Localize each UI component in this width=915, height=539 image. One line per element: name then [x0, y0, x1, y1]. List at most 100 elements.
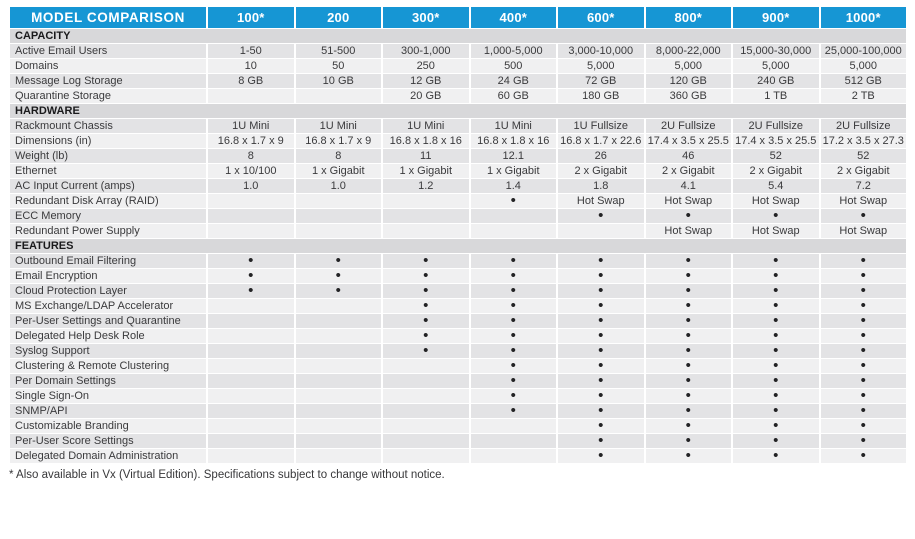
column-header-100: 100*	[208, 7, 294, 28]
row-label: Dimensions (in)	[10, 134, 206, 148]
table-cell	[295, 209, 381, 223]
feature-dot-cell: •	[820, 269, 906, 283]
table-cell	[383, 419, 469, 433]
feature-dot-cell: •	[733, 344, 819, 358]
model-comparison-table: MODEL COMPARISON 100* 200 300* 400* 600* 800*…	[8, 6, 908, 464]
table-cell: 15,000-30,000	[733, 44, 819, 58]
feature-dot-cell: •	[208, 284, 294, 298]
table-cell	[208, 329, 294, 343]
feature-dot-cell: •	[733, 374, 819, 388]
table-cell: 16.8 x 1.8 x 16	[470, 134, 556, 148]
feature-dot-cell: •	[733, 284, 819, 298]
table-row: Per-User Settings and Quarantine • • • • • •	[10, 314, 906, 328]
feature-dot-cell: •	[470, 374, 556, 388]
table-row: MS Exchange/LDAP Accelerator • • • • • •	[10, 299, 906, 313]
table-row: Dimensions (in) 16.8 x 1.7 x 9 16.8 x 1.7 …	[10, 134, 906, 148]
table-cell: 24 GB	[470, 74, 556, 88]
row-label: Email Encryption	[10, 269, 206, 283]
feature-dot-cell: •	[820, 329, 906, 343]
table-header-row: MODEL COMPARISON 100* 200 300* 400* 600* 800*…	[10, 7, 906, 28]
feature-dot-cell: •	[733, 314, 819, 328]
table-row: Delegated Help Desk Role • • • • • •	[10, 329, 906, 343]
row-label: Rackmount Chassis	[10, 119, 206, 133]
table-cell: 17.4 x 3.5 x 25.5	[733, 134, 819, 148]
column-header-300: 300*	[383, 7, 469, 28]
table-cell: 1U Mini	[470, 119, 556, 133]
feature-dot-cell: •	[558, 284, 644, 298]
row-label: Delegated Help Desk Role	[10, 329, 206, 343]
table-cell	[295, 389, 381, 403]
feature-dot-cell: •	[558, 209, 644, 223]
table-cell: 4.1	[645, 179, 731, 193]
feature-dot-cell: •	[820, 419, 906, 433]
row-label: MS Exchange/LDAP Accelerator	[10, 299, 206, 313]
feature-dot-cell: •	[558, 434, 644, 448]
feature-dot-cell: •	[820, 299, 906, 313]
section-header: FEATURES	[10, 239, 906, 253]
table-cell	[383, 374, 469, 388]
table-cell: 2U Fullsize	[733, 119, 819, 133]
table-cell: 8 GB	[208, 74, 294, 88]
table-cell: 25,000-100,000	[820, 44, 906, 58]
feature-dot-cell: •	[470, 344, 556, 358]
table-cell: 512 GB	[820, 74, 906, 88]
feature-dot-cell: •	[558, 314, 644, 328]
table-cell	[295, 89, 381, 103]
feature-dot-cell: •	[820, 209, 906, 223]
feature-dot-cell: •	[645, 314, 731, 328]
table-row: Redundant Disk Array (RAID) • Hot Swap Hot …	[10, 194, 906, 208]
table-cell: 5,000	[558, 59, 644, 73]
feature-dot-cell: •	[820, 389, 906, 403]
table-cell	[383, 224, 469, 238]
column-header-200: 200	[295, 7, 381, 28]
feature-dot-cell: •	[733, 359, 819, 373]
table-cell: 2U Fullsize	[820, 119, 906, 133]
feature-dot-cell: •	[470, 299, 556, 313]
table-cell	[383, 209, 469, 223]
table-cell: 120 GB	[645, 74, 731, 88]
table-cell	[295, 224, 381, 238]
table-row: Syslog Support • • • • • •	[10, 344, 906, 358]
table-cell: 1 x Gigabit	[470, 164, 556, 178]
table-cell	[470, 209, 556, 223]
table-cell: 2U Fullsize	[645, 119, 731, 133]
feature-dot-cell: •	[820, 404, 906, 418]
section-header-row: FEATURES	[10, 239, 906, 253]
table-cell: 17.4 x 3.5 x 25.5	[645, 134, 731, 148]
table-cell: Hot Swap	[733, 194, 819, 208]
feature-dot-cell: •	[733, 329, 819, 343]
table-cell: 20 GB	[383, 89, 469, 103]
table-cell: Hot Swap	[645, 194, 731, 208]
table-cell: 8,000-22,000	[645, 44, 731, 58]
table-cell: 2 x Gigabit	[558, 164, 644, 178]
feature-dot-cell: •	[820, 284, 906, 298]
table-row: Rackmount Chassis 1U Mini 1U Mini 1U Mini 1U…	[10, 119, 906, 133]
table-cell: 8	[295, 149, 381, 163]
table-cell: 50	[295, 59, 381, 73]
feature-dot-cell: •	[820, 344, 906, 358]
table-cell: 250	[383, 59, 469, 73]
feature-dot-cell: •	[645, 329, 731, 343]
section-header-row: CAPACITY	[10, 29, 906, 43]
feature-dot-cell: •	[208, 269, 294, 283]
feature-dot-cell: •	[295, 269, 381, 283]
table-cell: Hot Swap	[820, 224, 906, 238]
section-header: HARDWARE	[10, 104, 906, 118]
row-label: Syslog Support	[10, 344, 206, 358]
table-cell	[208, 359, 294, 373]
table-row: Active Email Users 1-50 51-500 300-1,000 1,0…	[10, 44, 906, 58]
feature-dot-cell: •	[820, 449, 906, 463]
table-title: MODEL COMPARISON	[10, 7, 206, 28]
table-row: Per-User Score Settings • • • •	[10, 434, 906, 448]
table-row: Redundant Power Supply Hot Swap Hot Swap Ho…	[10, 224, 906, 238]
feature-dot-cell: •	[733, 209, 819, 223]
table-cell	[295, 299, 381, 313]
table-cell: 1-50	[208, 44, 294, 58]
table-cell: 1 x Gigabit	[295, 164, 381, 178]
feature-dot-cell: •	[470, 404, 556, 418]
table-cell: 1.8	[558, 179, 644, 193]
row-label: Cloud Protection Layer	[10, 284, 206, 298]
table-cell: 46	[645, 149, 731, 163]
feature-dot-cell: •	[645, 389, 731, 403]
table-cell: 12 GB	[383, 74, 469, 88]
